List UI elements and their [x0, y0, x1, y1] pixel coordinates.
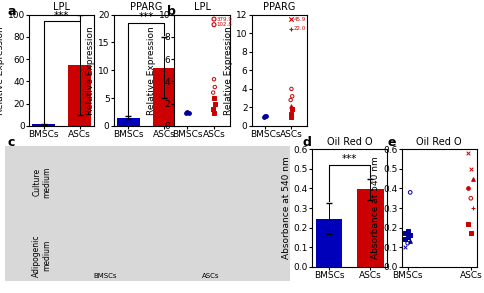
Point: [401, 245, 409, 249]
Text: 22.0: 22.0: [294, 26, 306, 31]
Point: [406, 239, 414, 243]
Point: [406, 233, 414, 238]
Text: ***: ***: [139, 12, 154, 23]
Point: [183, 110, 191, 115]
Point: [211, 85, 219, 89]
Text: a: a: [7, 5, 16, 18]
Point: [261, 113, 269, 118]
Text: Culture
medium: Culture medium: [32, 167, 52, 198]
Point: [287, 103, 295, 108]
Point: [404, 241, 411, 246]
Bar: [316, 219, 343, 267]
Y-axis label: Relative Expression: Relative Expression: [86, 26, 95, 115]
Point: [262, 114, 270, 119]
Text: ASCs: ASCs: [202, 272, 219, 279]
Point: [185, 110, 193, 115]
Bar: [117, 117, 140, 126]
Point: [287, 114, 295, 119]
Point: [288, 94, 296, 99]
Point: [467, 231, 475, 236]
Text: ***: ***: [342, 154, 357, 164]
Point: [209, 90, 217, 95]
Point: [209, 107, 217, 112]
Y-axis label: Absorbance at 540 nm: Absorbance at 540 nm: [282, 157, 291, 259]
Text: 102.8: 102.8: [216, 22, 232, 27]
Text: d: d: [302, 137, 311, 149]
Text: BMSCs: BMSCs: [93, 272, 117, 279]
Title: Oil Red O: Oil Red O: [327, 137, 373, 147]
Title: LPL: LPL: [194, 2, 211, 13]
Point: [467, 167, 475, 171]
Title: LPL: LPL: [53, 2, 70, 13]
Y-axis label: Relative Expression: Relative Expression: [0, 26, 5, 115]
Text: ***: ***: [54, 11, 69, 21]
Point: [401, 231, 409, 236]
Point: [287, 17, 295, 22]
Text: e: e: [387, 137, 396, 149]
Title: Oil Red O: Oil Red O: [416, 137, 462, 147]
Bar: [153, 68, 176, 126]
Point: [210, 96, 218, 100]
Text: Adipogenic
medium: Adipogenic medium: [32, 234, 52, 277]
Point: [287, 98, 295, 102]
Point: [211, 101, 219, 106]
Y-axis label: Relative Expression: Relative Expression: [147, 26, 156, 115]
Point: [210, 77, 218, 81]
Point: [401, 237, 409, 242]
Title: PPARG: PPARG: [263, 2, 296, 13]
Point: [467, 196, 475, 201]
Point: [288, 107, 296, 112]
Point: [182, 111, 190, 115]
Text: 379.9: 379.9: [216, 17, 232, 22]
Bar: [32, 124, 55, 126]
Title: PPARG: PPARG: [130, 2, 163, 13]
Point: [404, 229, 411, 234]
Point: [287, 26, 295, 31]
Text: c: c: [7, 137, 15, 149]
Point: [469, 206, 477, 210]
Point: [406, 190, 414, 195]
Point: [287, 86, 295, 91]
Bar: [68, 65, 91, 126]
Text: b: b: [167, 5, 176, 18]
Point: [465, 151, 472, 156]
Text: 45.9: 45.9: [294, 17, 306, 22]
Point: [465, 221, 472, 226]
Y-axis label: Absorbance at 540 nm: Absorbance at 540 nm: [371, 157, 380, 259]
Point: [210, 22, 218, 27]
Point: [469, 176, 477, 181]
Point: [404, 235, 411, 240]
Y-axis label: Relative Expression: Relative Expression: [224, 26, 233, 115]
Point: [287, 112, 295, 116]
Point: [465, 186, 472, 191]
Point: [210, 17, 218, 21]
Bar: [357, 190, 384, 267]
Point: [210, 110, 218, 115]
Point: [260, 114, 268, 119]
